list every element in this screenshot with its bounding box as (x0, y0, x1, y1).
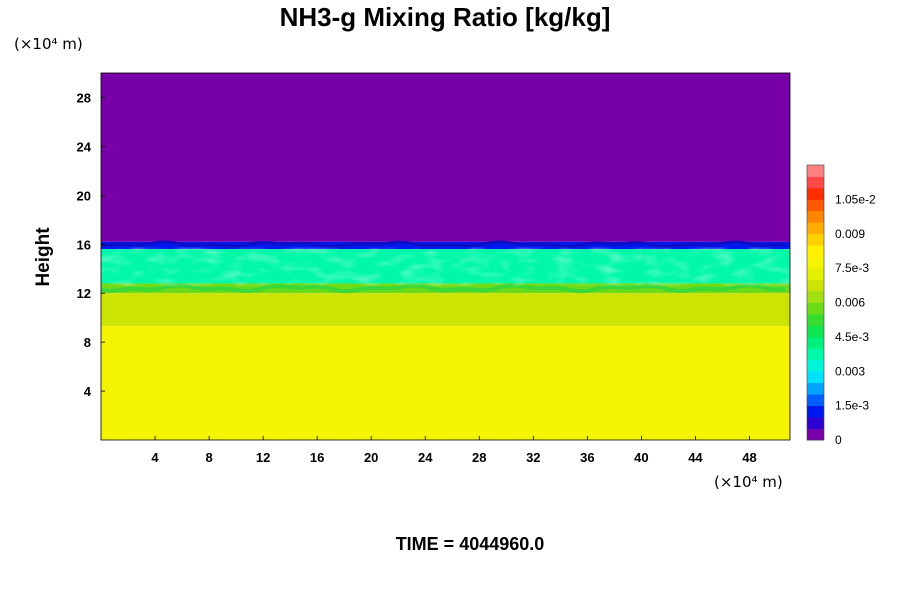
y-tick-label: 16 (77, 237, 91, 252)
colorbar-tick-label: 0.003 (835, 364, 865, 378)
colorbar-segment (807, 394, 824, 407)
y-tick-label: 24 (77, 139, 92, 154)
colorbar-segment (807, 428, 824, 441)
colorbar-segment (807, 382, 824, 395)
colorbar-tick-label: 4.5e-3 (835, 330, 869, 344)
colorbar-segment (807, 233, 824, 246)
colorbar-tick-label: 1.5e-3 (835, 399, 869, 413)
plot-frame (100, 72, 791, 441)
x-tick-label: 12 (256, 450, 270, 465)
colorbar-segment (807, 279, 824, 292)
colorbar-segment (807, 291, 824, 303)
turbulence-texture (101, 247, 790, 286)
colorbar-segment (807, 268, 824, 280)
x-tick-label: 28 (472, 450, 486, 465)
time-label: TIME = 4044960.0 (396, 534, 545, 554)
colorbar-segment (807, 176, 824, 189)
colorbar-segment (807, 313, 824, 326)
x-tick-label: 16 (310, 450, 324, 465)
x-axis-ticks: 4 8 12 16 20 24 28 32 36 40 44 48 (151, 436, 757, 465)
colorbar-segment (807, 245, 824, 258)
plot-area (101, 73, 790, 440)
y-tick-label: 20 (77, 188, 91, 203)
x-tick-label: 48 (742, 450, 756, 465)
field-layer-4 (101, 293, 790, 327)
mid-boundary-line (101, 283, 786, 294)
colorbar: 0 1.5e-3 0.003 4.5e-3 0.006 7.5e-3 0.009 1.05e-… (806, 164, 876, 447)
colorbar-tick-label: 0.009 (835, 227, 865, 241)
colorbar-segment (807, 405, 824, 418)
colorbar-segment (807, 359, 824, 372)
colorbar-segment (807, 417, 824, 429)
x-tick-label: 8 (205, 450, 212, 465)
x-tick-label: 44 (688, 450, 703, 465)
colorbar-tick-label: 7.5e-3 (835, 261, 869, 275)
colorbar-segment (807, 336, 824, 349)
colorbar-segment (807, 302, 824, 315)
chart-title: NH3-g Mixing Ratio [kg/kg] (280, 2, 611, 32)
colorbar-segment (807, 325, 824, 338)
colorbar-segment (807, 222, 824, 235)
x-tick-label: 24 (418, 450, 433, 465)
colorbar-segment (807, 199, 824, 212)
x-tick-label: 36 (580, 450, 594, 465)
y-tick-label: 4 (84, 384, 92, 399)
field-layer-0 (101, 73, 790, 242)
colorbar-segment (807, 348, 824, 361)
colorbar-tick-label: 0.006 (835, 296, 865, 310)
x-tick-label: 32 (526, 450, 540, 465)
colorbar-segment (807, 210, 824, 223)
colorbar-frame (806, 164, 825, 441)
y-axis-ticks: 4 8 12 16 20 24 28 (77, 90, 105, 399)
y-tick-label: 8 (84, 335, 91, 350)
colorbar-tick-label: 1.05e-2 (835, 192, 876, 206)
colorbar-segment (807, 371, 824, 384)
upper-boundary-line (101, 240, 786, 248)
colorbar-tick-label: 0 (835, 433, 842, 447)
colorbar-segment (807, 165, 824, 177)
colorbar-segment (807, 256, 824, 269)
x-tick-label: 40 (634, 450, 648, 465)
x-tick-label: 4 (151, 450, 159, 465)
colorbar-segment (807, 187, 824, 200)
x-unit-label: (×10⁴ m) (714, 473, 783, 491)
y-tick-label: 12 (77, 286, 91, 301)
y-unit-label: (×10⁴ m) (14, 35, 83, 53)
y-axis-label: Height (33, 227, 54, 287)
field-layer-5 (101, 326, 790, 440)
x-tick-label: 20 (364, 450, 378, 465)
y-tick-label: 28 (77, 90, 91, 105)
